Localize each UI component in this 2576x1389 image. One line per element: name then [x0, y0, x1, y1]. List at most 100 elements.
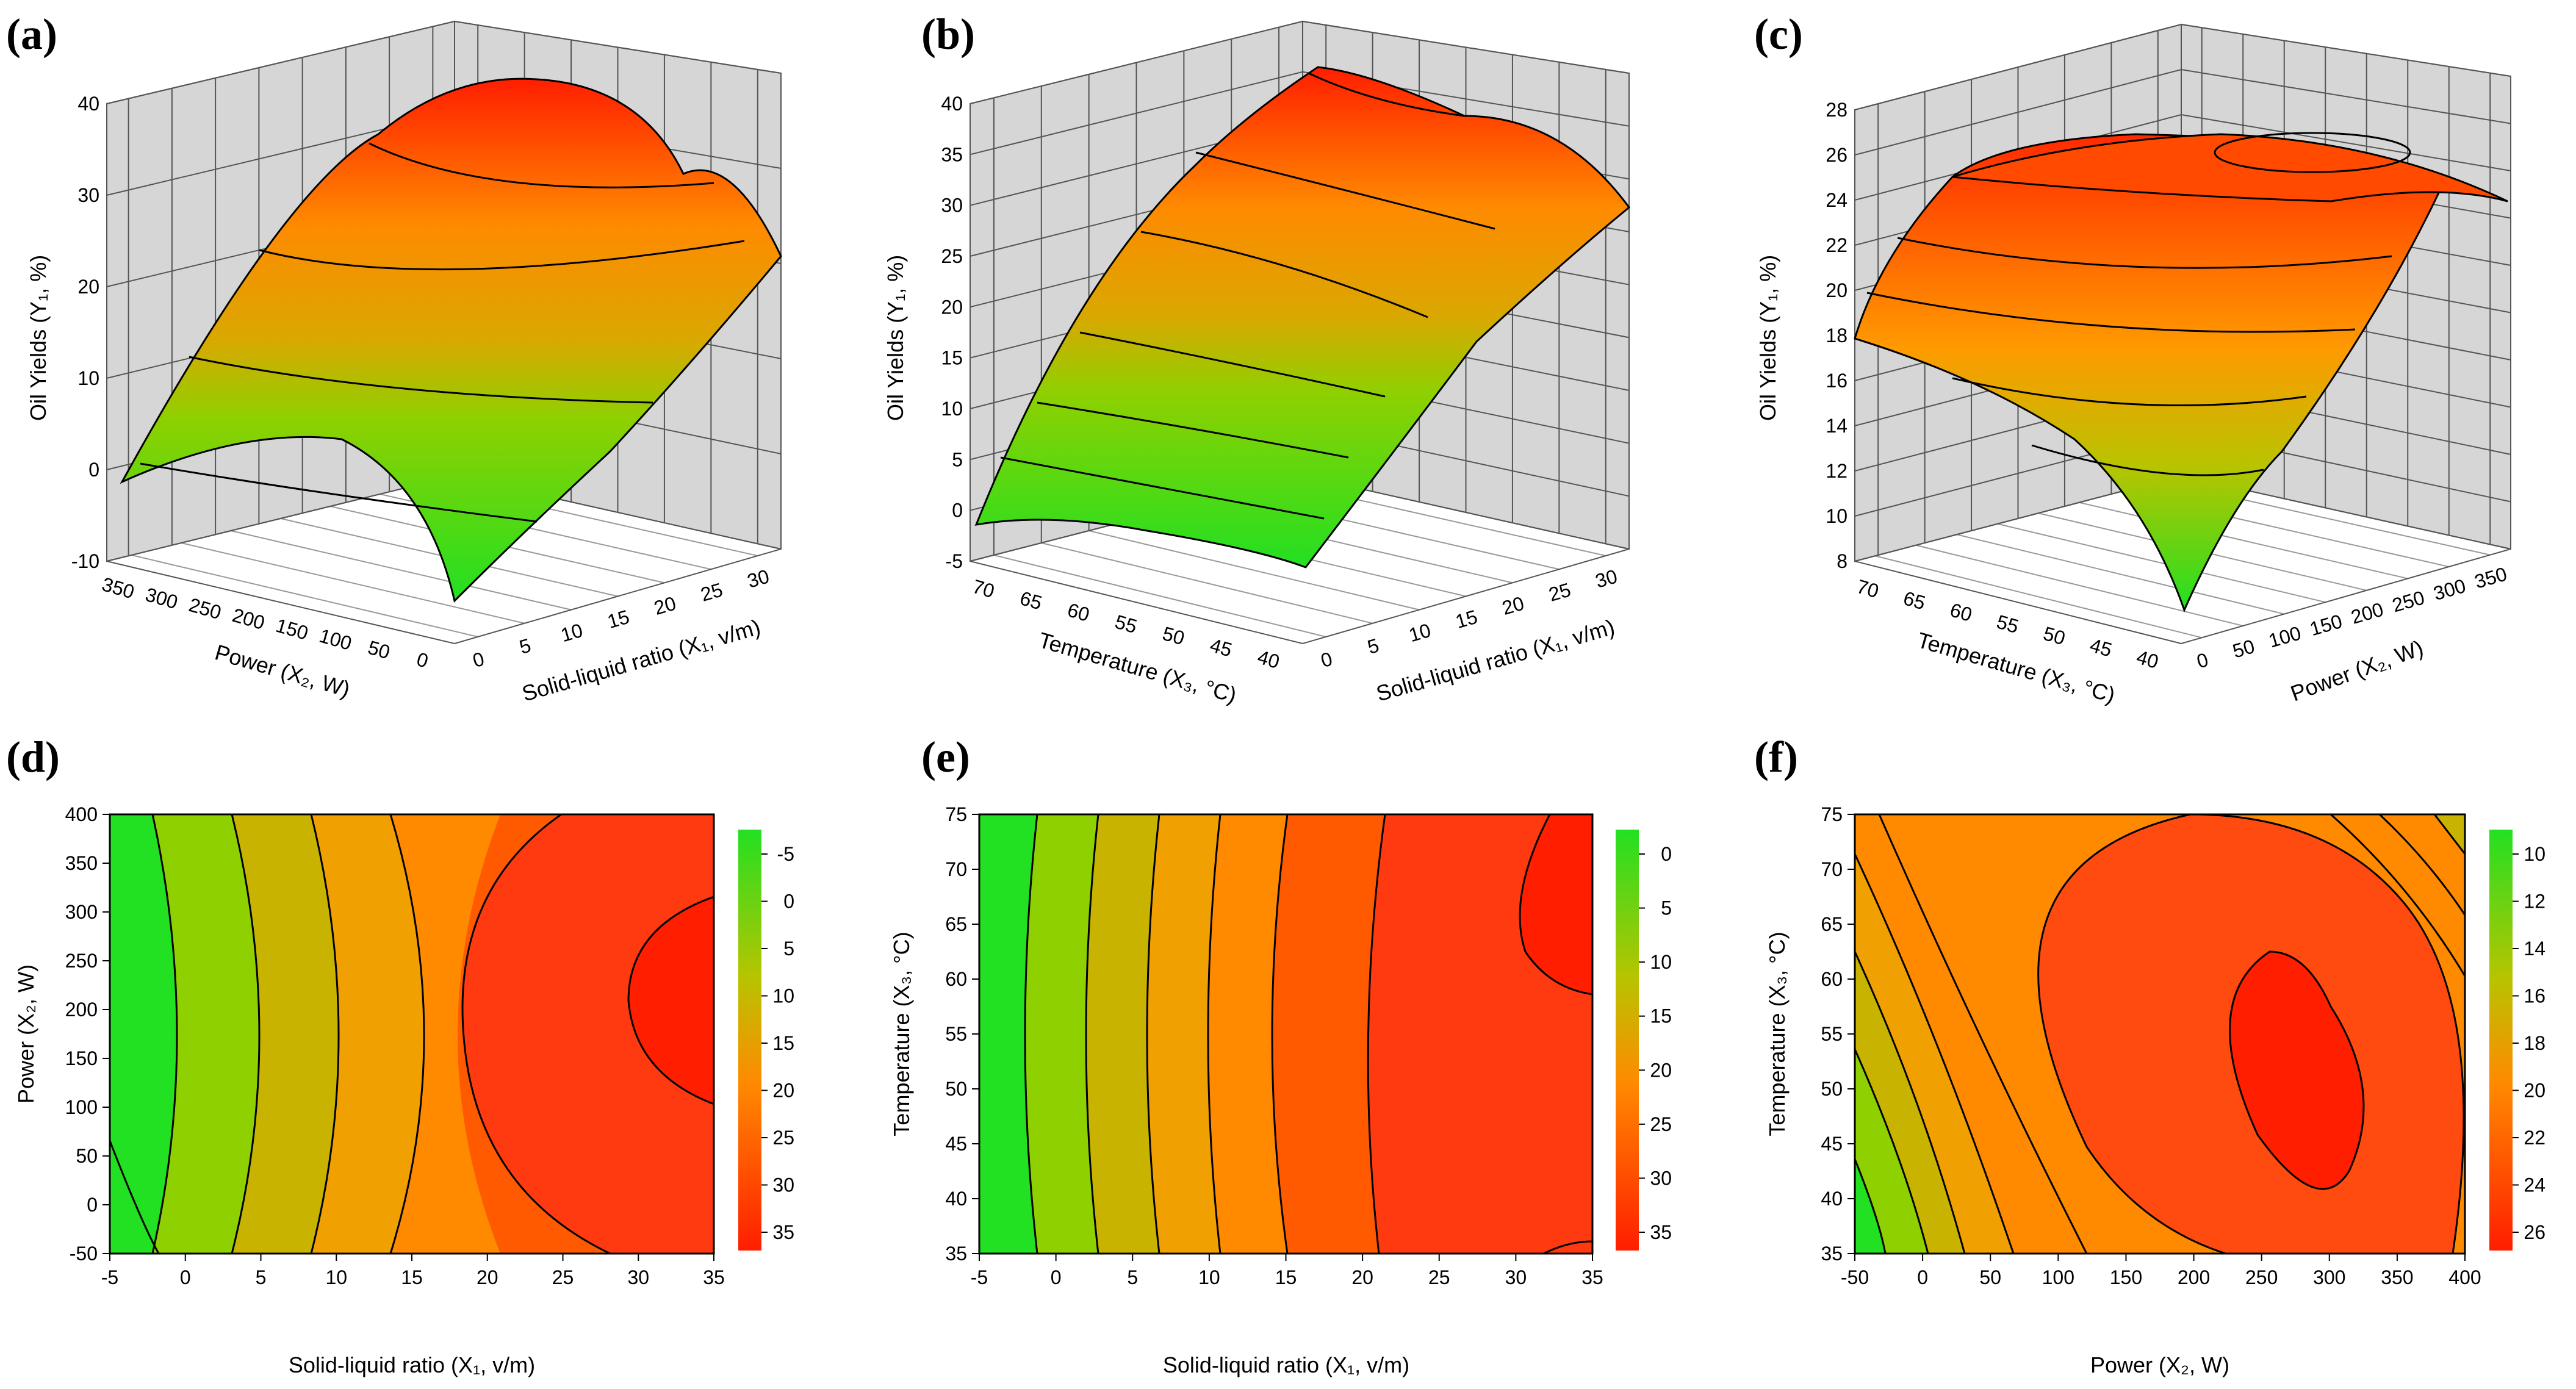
panel-d-y-tick: -50: [70, 1243, 98, 1265]
panel-a-x-floor-gridline: [231, 530, 572, 611]
panel-c-y-tick: 60: [1948, 598, 1974, 625]
panel-e-x-tick: 30: [1505, 1266, 1527, 1288]
panel-f-region: [1855, 854, 2013, 1254]
panel-e-colorbar-tick: 20: [1650, 1059, 1672, 1081]
panel-d-region: [110, 814, 177, 1254]
panel-f-region: [1855, 1049, 1928, 1254]
panel-e-xlabel: Solid-liquid ratio (X₁, v/m): [1163, 1352, 1409, 1377]
panel-d-y-tick: 200: [65, 999, 98, 1021]
panel-a-y-tick: 200: [230, 604, 267, 634]
panel-e-colorbar-tick: 0: [1661, 843, 1672, 865]
panel-b-z-tick: 20: [941, 296, 963, 318]
panel-e-x-tick: 20: [1351, 1266, 1373, 1288]
panel-e-x-tick: 10: [1198, 1266, 1220, 1288]
panel-c-x-floor-gridline: [1875, 555, 2202, 639]
panel-f-x-tick: -50: [1841, 1266, 1869, 1288]
panel-d-colorbar-tick: 0: [783, 891, 794, 913]
panel-c-y-tick: 45: [2087, 634, 2114, 661]
panel-f-colorbar-tick: 12: [2524, 891, 2545, 913]
panel-d-colorbar-tick: -5: [777, 843, 794, 865]
panel-f-y-tick: 70: [1821, 858, 1843, 880]
panel-d-region: [153, 814, 259, 1254]
panel-e-contour: [1519, 814, 1592, 996]
panel-b-z-gridline: [970, 20, 1630, 104]
panel-c-surface-contour: [1866, 292, 2356, 333]
panel-f-y-tick: 65: [1821, 913, 1843, 935]
panel-c-surface-top: [1952, 133, 2508, 203]
panel-a-xlabel: Solid-liquid ratio (X₁, v/m): [519, 614, 763, 706]
panel-d-y-tick: 100: [65, 1096, 98, 1118]
panel-b-z-tick: -5: [946, 550, 963, 572]
panel-b-x-tick: 15: [1453, 606, 1480, 633]
panel-c-x-tick: 50: [2230, 635, 2257, 662]
panel-d-x-tick: 20: [477, 1266, 498, 1288]
panel-d-x-tick: 10: [325, 1266, 347, 1288]
panel-c-z-tick: 8: [1837, 550, 1847, 572]
panel-c-surface-contour: [2031, 444, 2264, 476]
panel-e-x-tick: 0: [1051, 1266, 1062, 1288]
panel-f-region: [1855, 952, 1965, 1254]
panel-f-plot-area: [1855, 814, 2465, 1254]
panel-b-y-tick: 55: [1112, 611, 1139, 637]
panel-e-x-tick: 5: [1127, 1266, 1138, 1288]
panel-c-x-tick: 150: [2308, 610, 2345, 640]
panel-e-region: [1208, 814, 1287, 1254]
panel-e-colorbar-tick: 5: [1661, 897, 1672, 919]
panel-c-z-tick: 28: [1826, 99, 1847, 121]
panel-b-surface-contour: [1140, 231, 1428, 318]
panel-d-x-tick: 15: [401, 1266, 423, 1288]
panel-f-x-tick: 50: [1979, 1266, 2001, 1288]
panel-a-x-tick: 5: [517, 634, 533, 658]
panel-e-region: [1025, 814, 1098, 1254]
panel-e-colorbar-tick: 35: [1650, 1221, 1672, 1243]
panel-d-y-tick: 150: [65, 1047, 98, 1069]
panel-b-z-tick: 30: [941, 195, 963, 217]
panel-b: (b) Oil Yields (Y₁, %) Solid-liquid rati…: [883, 10, 1631, 708]
panel-e-region: [1086, 814, 1159, 1254]
panel-c-z-tick: 18: [1826, 325, 1847, 346]
panel-a-z-tick: 0: [88, 459, 99, 481]
panel-a-surface-contour: [259, 240, 745, 271]
panel-e-x-tick: 15: [1275, 1266, 1297, 1288]
panel-f-y-tick: 50: [1821, 1078, 1843, 1100]
panel-c-x-tick: 100: [2266, 622, 2303, 651]
panel-d-colorbar-tick: 15: [772, 1032, 794, 1054]
panel-e-x-tick: 25: [1428, 1266, 1450, 1288]
panel-b-z-gridline: [970, 71, 1630, 156]
panel-d-contour: [310, 814, 340, 1254]
panel-c-y-tick: 65: [1901, 587, 1928, 614]
panel-a-surface-contour: [140, 462, 538, 523]
panel-d-contour: [151, 814, 178, 1254]
panel-e-y-tick: 70: [945, 858, 967, 880]
panel-e-y-tick: 75: [945, 803, 967, 825]
panel-f-contour: [2229, 950, 2365, 1190]
panel-b-x-floor-gridline: [993, 555, 1326, 637]
panel-b-x-floor-gridline: [1041, 542, 1373, 624]
panel-a-x-tick: 10: [558, 619, 585, 646]
panel-b-x-tick: 30: [1593, 565, 1620, 592]
panel-f-label: (f): [1754, 733, 1798, 781]
panel-d-colorbar-tick: 20: [772, 1080, 794, 1102]
panel-c-z-tick: 10: [1826, 505, 1847, 527]
panel-f-x-tick: 350: [2381, 1266, 2413, 1288]
panel-e-colorbar: [1616, 830, 1639, 1251]
panel-f-colorbar-tick: 26: [2524, 1221, 2545, 1243]
panel-c-y-tick: 40: [2134, 646, 2161, 673]
panel-d-y-tick: 350: [65, 852, 98, 874]
panel-e-label: (e): [921, 733, 970, 781]
panel-f-y-tick: 35: [1821, 1243, 1843, 1265]
panel-f-contour: [2330, 814, 2465, 977]
panel-d: (d) Solid-liquid ratio (X₁, v/m) Power (…: [6, 733, 794, 1377]
panel-f-contour: [1878, 814, 2088, 1254]
panel-d-x-tick: 30: [627, 1266, 649, 1288]
panel-d-colorbar-tick: 5: [783, 938, 794, 960]
panel-e-contour: [1146, 814, 1160, 1254]
panel-f-y-tick: 55: [1821, 1023, 1843, 1045]
panel-c-z-tick: 20: [1826, 279, 1847, 301]
panel-d-contour: [231, 814, 261, 1254]
panel-a-x-tick: 25: [698, 578, 725, 605]
panel-d-region: [311, 814, 424, 1254]
panel-a: (a) Oil Yields (Y₁, %) Solid-liquid rati…: [6, 10, 782, 706]
panel-f-colorbar-tick: 24: [2524, 1174, 2545, 1196]
panel-f-y-tick: 40: [1821, 1188, 1843, 1210]
